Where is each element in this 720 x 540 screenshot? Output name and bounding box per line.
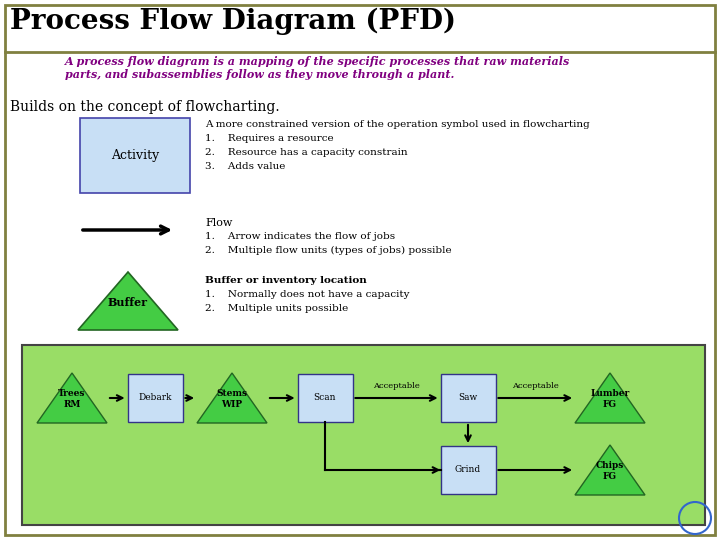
Text: 1.    Normally does not have a capacity: 1. Normally does not have a capacity [205, 290, 410, 299]
Text: 2.    Multiple units possible: 2. Multiple units possible [205, 304, 348, 313]
FancyBboxPatch shape [22, 345, 705, 525]
Text: A process flow diagram is a mapping of the specific processes that raw materials: A process flow diagram is a mapping of t… [65, 56, 570, 80]
Polygon shape [197, 373, 267, 423]
Text: 2.    Multiple flow units (types of jobs) possible: 2. Multiple flow units (types of jobs) p… [205, 246, 451, 255]
Polygon shape [575, 373, 645, 423]
Text: Builds on the concept of flowcharting.: Builds on the concept of flowcharting. [10, 100, 279, 114]
Text: 1.    Arrow indicates the flow of jobs: 1. Arrow indicates the flow of jobs [205, 232, 395, 241]
Text: Scan: Scan [314, 394, 336, 402]
Text: 1.    Requires a resource: 1. Requires a resource [205, 134, 333, 143]
Text: Debark: Debark [138, 394, 172, 402]
Text: Stems
WIP: Stems WIP [217, 389, 248, 409]
FancyBboxPatch shape [297, 374, 353, 422]
FancyBboxPatch shape [441, 374, 495, 422]
Text: 3.    Adds value: 3. Adds value [205, 162, 285, 171]
FancyBboxPatch shape [80, 118, 190, 193]
Polygon shape [575, 445, 645, 495]
Text: Grind: Grind [455, 465, 481, 475]
Text: Saw: Saw [459, 394, 477, 402]
FancyBboxPatch shape [127, 374, 182, 422]
Text: Process Flow Diagram (PFD): Process Flow Diagram (PFD) [10, 8, 456, 35]
Text: Trees
RM: Trees RM [58, 389, 86, 409]
Text: 2.    Resource has a capacity constrain: 2. Resource has a capacity constrain [205, 148, 408, 157]
Text: Lumber
FG: Lumber FG [590, 389, 629, 409]
Text: Buffer or inventory location: Buffer or inventory location [205, 276, 366, 285]
Text: Buffer: Buffer [108, 296, 148, 308]
Text: Activity: Activity [111, 149, 159, 162]
Text: A more constrained version of the operation symbol used in flowcharting: A more constrained version of the operat… [205, 120, 590, 129]
Text: Chips
FG: Chips FG [596, 461, 624, 481]
FancyBboxPatch shape [441, 446, 495, 494]
Polygon shape [37, 373, 107, 423]
Text: Acceptable: Acceptable [373, 382, 420, 390]
Text: Flow: Flow [205, 218, 233, 228]
Text: Acceptable: Acceptable [512, 382, 559, 390]
Polygon shape [78, 272, 178, 330]
